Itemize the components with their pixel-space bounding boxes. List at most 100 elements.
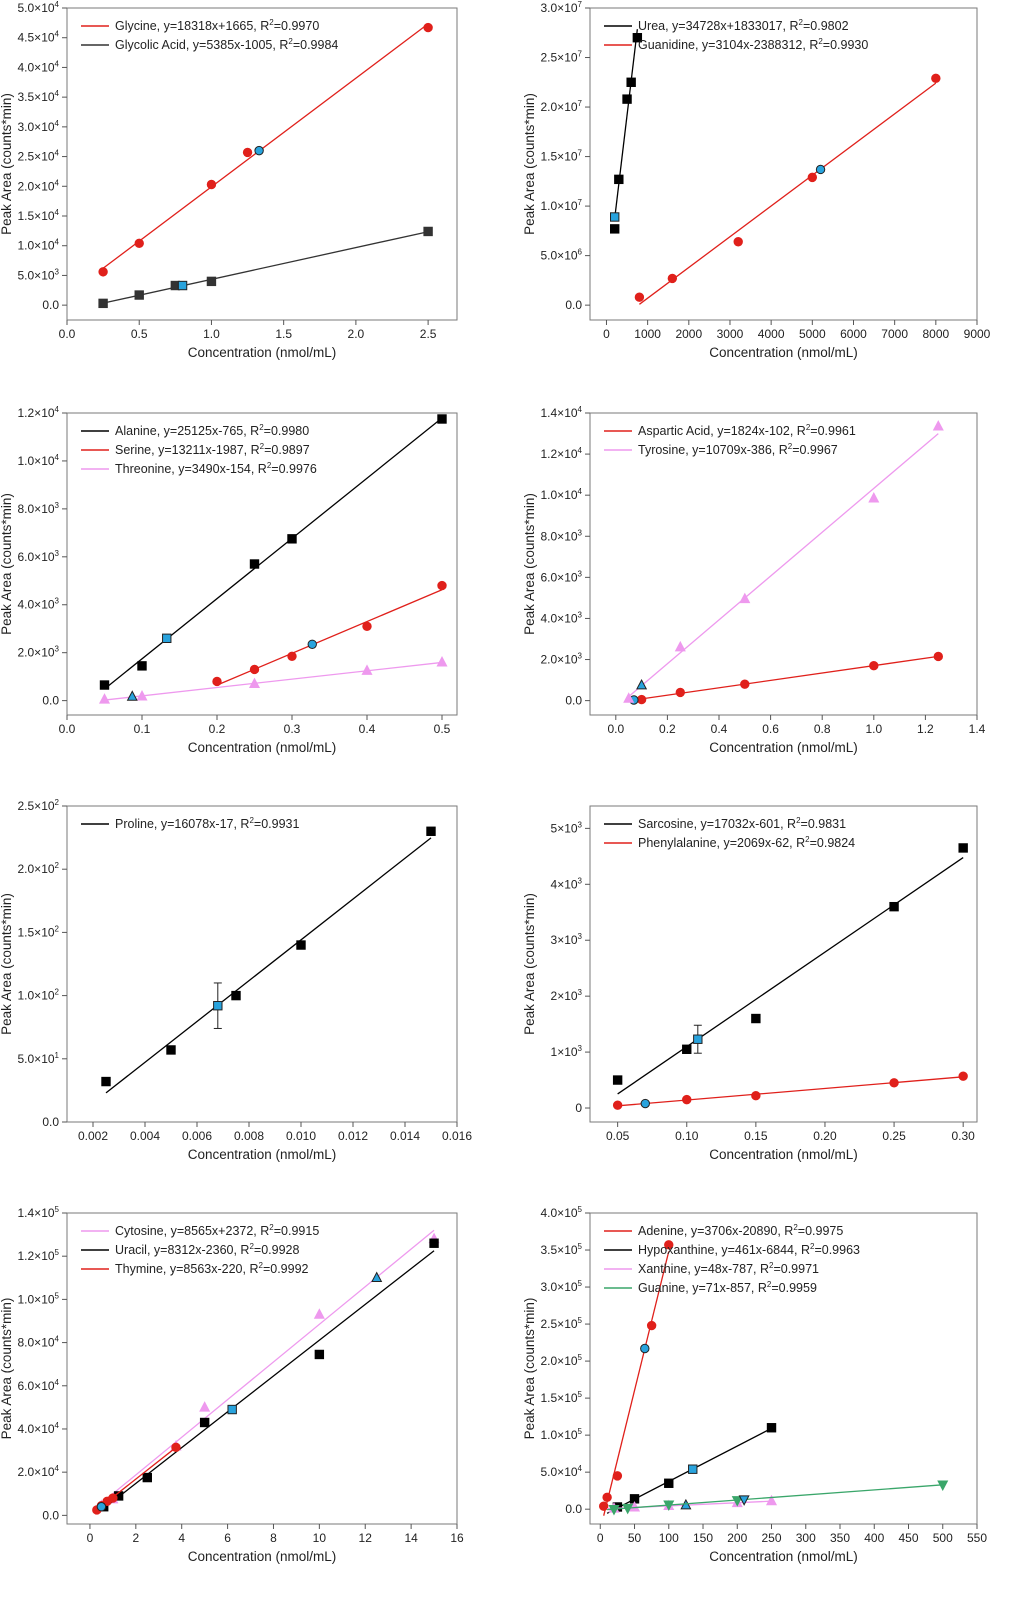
chart-panel-p7: 0 2 4 6 8 10 12 14 16 0.0 2.0×104 4.0×104 6.0×104 8.0… (0, 1205, 464, 1564)
legend-entry: Guanidine, y=3104x-2388312, R2=0.9930 (638, 37, 868, 52)
data-point (248, 677, 261, 689)
data-point (958, 843, 968, 853)
x-axis-label: Concentration (nmol/mL) (709, 1147, 858, 1162)
sample-point (371, 1271, 383, 1282)
legend-entry: Tyrosine, y=10709x-386, R2=0.9967 (638, 442, 838, 457)
data-point (623, 692, 635, 703)
y-tick-label: 4.5×104 (18, 30, 60, 45)
data-point (958, 1071, 968, 1081)
fit-line (617, 1076, 964, 1107)
legend-entry: Sarcosine, y=17032x-601, R2=0.9831 (638, 816, 846, 831)
data-point (682, 1094, 692, 1105)
x-tick-label: 300 (796, 1531, 816, 1545)
y-tick-label: 2.0×103 (18, 645, 60, 660)
y-tick-label: 2.0×103 (541, 652, 583, 667)
x-tick-label: 0.002 (78, 1129, 108, 1143)
data-point (751, 1013, 761, 1024)
data-point (313, 1308, 325, 1319)
y-tick-label: 2.0×104 (18, 178, 60, 193)
data-point (733, 237, 743, 247)
y-tick-label: 0.0 (42, 1115, 59, 1129)
x-tick-label: 50 (628, 1531, 642, 1545)
data-point (731, 1496, 743, 1507)
sample-point (254, 145, 264, 156)
y-tick-label: 8.0×103 (541, 528, 583, 543)
x-tick-label: 0.2 (209, 722, 226, 736)
legend-entry: Hypoxanthine, y=461x-6844, R2=0.9963 (638, 1242, 860, 1257)
x-tick-label: 200 (727, 1531, 747, 1545)
y-tick-label: 1.5×102 (18, 924, 60, 939)
data-point (166, 1045, 176, 1055)
x-tick-label: 5000 (799, 327, 826, 341)
series-tyrosine: Tyrosine, y=10709x-386, R2=0.9967 (604, 420, 944, 703)
y-axis-label: Peak Area (counts*min) (0, 893, 14, 1035)
y-tick-label: 5×103 (551, 820, 583, 835)
data-point (206, 179, 217, 190)
y-tick-label: 2×103 (551, 988, 583, 1003)
data-point (437, 580, 447, 591)
fit-line (614, 29, 638, 219)
x-tick-label: 350 (830, 1531, 850, 1545)
series-thymine: Thymine, y=8563x-220, R2=0.9992 (81, 1261, 309, 1515)
data-point (426, 826, 436, 836)
plot-frame (589, 1212, 978, 1525)
x-tick-label: 0 (597, 1531, 604, 1545)
series-sarcosine: Sarcosine, y=17032x-601, R2=0.9831 (604, 816, 968, 1095)
sample-point (738, 1495, 750, 1506)
series-adenine: Adenine, y=3706x-20890, R2=0.9975 (598, 1223, 843, 1516)
x-tick-label: 2000 (675, 327, 702, 341)
legend-entry: Cytosine, y=8565x+2372, R2=0.9915 (115, 1223, 319, 1238)
x-tick-label: 500 (933, 1531, 953, 1545)
chart-panel-p4: 0.0 0.2 0.4 0.6 0.8 1.0 1.2 1.4 0.0 2.0×103 4.0×10… (522, 405, 986, 755)
x-tick-label: 0.010 (286, 1129, 316, 1143)
series-serine: Serine, y=13211x-1987, R2=0.9897 (81, 442, 447, 687)
y-tick-label: 0.0 (565, 1502, 582, 1516)
data-point (889, 901, 899, 912)
data-point (622, 94, 632, 104)
data-point (646, 1320, 657, 1331)
y-tick-label: 5.0×104 (541, 1464, 583, 1479)
sample-point (815, 164, 826, 175)
data-point (242, 147, 253, 158)
x-tick-label: 0.05 (606, 1129, 630, 1143)
sample-point (213, 1001, 223, 1011)
data-point (612, 1075, 623, 1085)
data-point (664, 1240, 674, 1250)
y-tick-label: 1.5×107 (541, 149, 583, 164)
data-point (98, 693, 111, 704)
x-tick-label: 2 (132, 1531, 139, 1545)
y-tick-label: 1.0×105 (18, 1291, 60, 1306)
x-tick-label: 16 (450, 1531, 464, 1545)
y-axis-label: Peak Area (counts*min) (0, 1298, 14, 1440)
fit-line (641, 655, 939, 700)
data-point (137, 661, 147, 671)
data-point (199, 1417, 210, 1428)
x-tick-label: 1000 (634, 327, 661, 341)
y-tick-label: 1.0×104 (541, 487, 583, 502)
x-tick-label: 7000 (881, 327, 908, 341)
x-tick-label: 6 (224, 1531, 231, 1545)
x-tick-label: 0.008 (234, 1129, 264, 1143)
data-point (634, 292, 645, 302)
y-tick-label: 1.2×105 (18, 1248, 60, 1263)
data-point (436, 655, 448, 667)
data-point (423, 22, 433, 33)
x-tick-label: 2.0 (348, 327, 365, 341)
y-tick-label: 4.0×105 (541, 1205, 583, 1220)
x-tick-label: 0.004 (130, 1129, 160, 1143)
data-point (602, 1492, 612, 1503)
x-tick-label: 0.5 (434, 722, 451, 736)
fit-line (102, 231, 429, 304)
fit-line (639, 82, 937, 305)
y-tick-label: 1.5×105 (541, 1390, 583, 1405)
legend-entry: Proline, y=16078x-17, R2=0.9931 (115, 816, 300, 831)
series-cytosine: Cytosine, y=8565x+2372, R2=0.9915 (81, 1223, 440, 1510)
data-point (868, 491, 880, 503)
y-axis-label: Peak Area (counts*min) (0, 93, 14, 235)
y-tick-label: 0.0 (565, 694, 582, 708)
data-point (608, 1504, 620, 1516)
legend-entry: Uracil, y=8312x-2360, R2=0.9928 (115, 1242, 299, 1257)
legend-entry: Guanine, y=71x-857, R2=0.9959 (638, 1280, 817, 1295)
fit-line (607, 1484, 943, 1511)
data-point (869, 660, 879, 671)
